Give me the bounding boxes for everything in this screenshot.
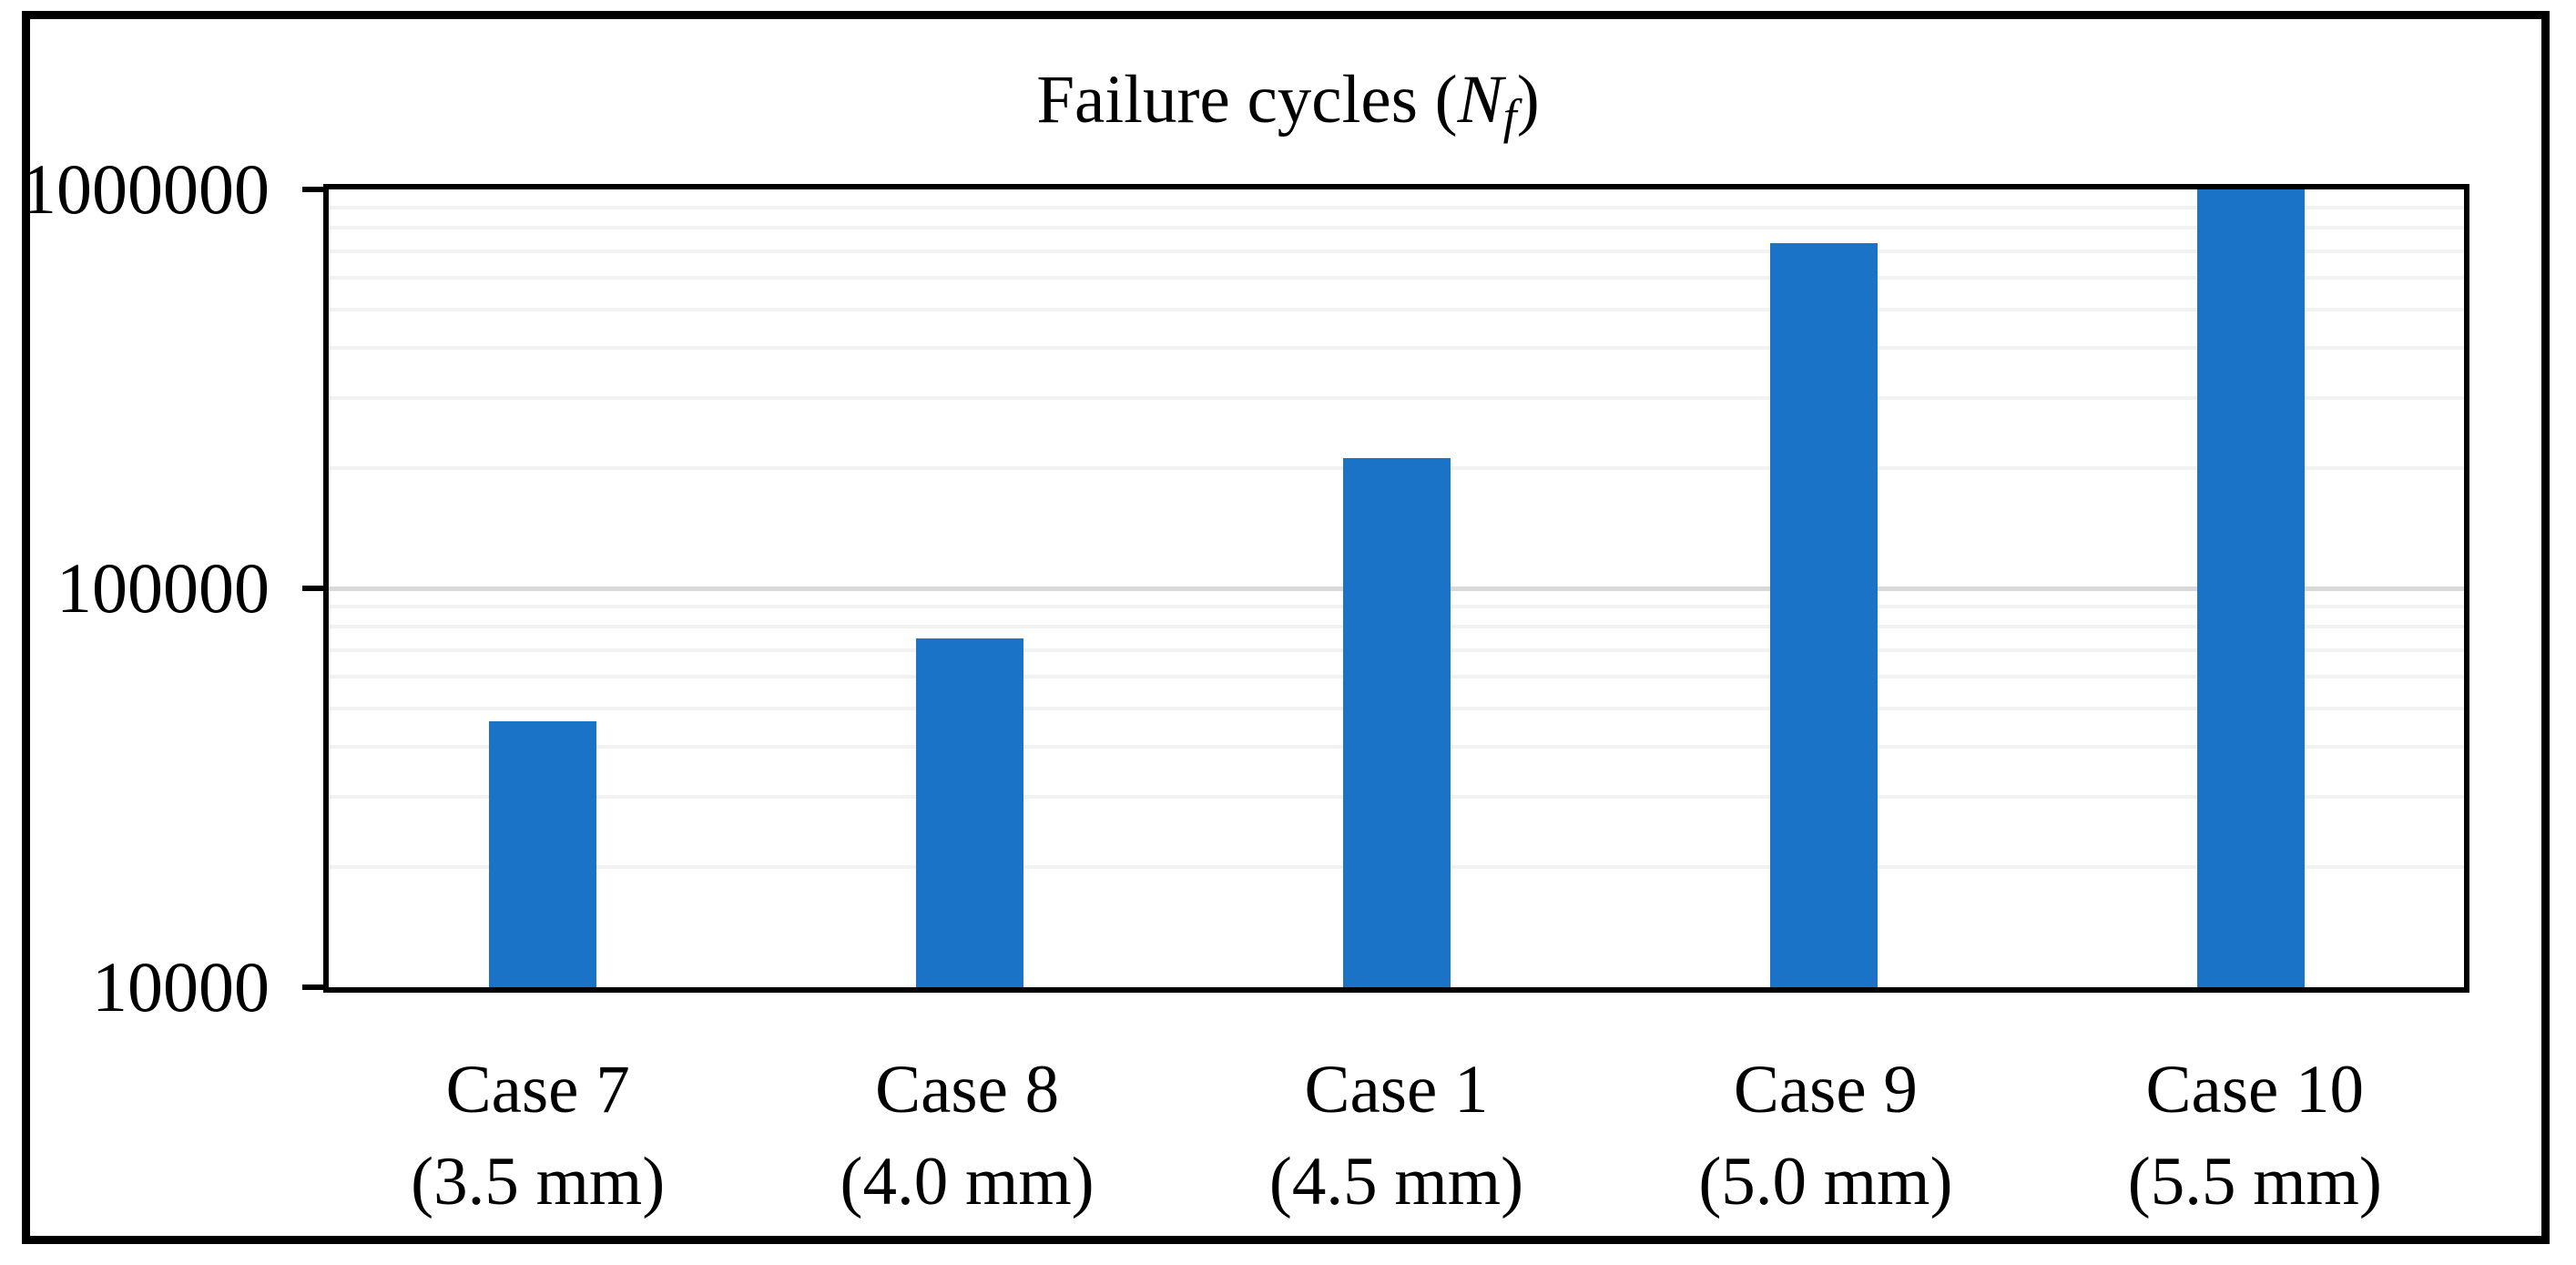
- x-category-label: Case 7 (3.5 mm): [323, 1044, 752, 1229]
- y-tick-mark: [302, 187, 324, 192]
- y-tick-mark: [302, 586, 324, 591]
- x-category-name: Case 7: [445, 1052, 630, 1127]
- minor-gridline: [329, 396, 2464, 401]
- x-category-sublabel: (4.5 mm): [1268, 1144, 1524, 1220]
- figure-border: [22, 11, 2550, 1244]
- x-category-sublabel: (4.0 mm): [840, 1144, 1095, 1220]
- y-tick-label: 1000000: [21, 149, 270, 229]
- bar-case-1: [1342, 458, 1451, 987]
- y-tick-label: 100000: [56, 548, 270, 627]
- x-category-label: Case 1 (4.5 mm): [1182, 1044, 1611, 1229]
- plot-area: [323, 184, 2469, 993]
- x-category-label: Case 10 (5.5 mm): [2041, 1044, 2469, 1229]
- x-category-name: Case 10: [2145, 1052, 2365, 1127]
- bar-case-8: [915, 638, 1023, 987]
- minor-gridline: [329, 226, 2464, 230]
- minor-gridline: [329, 346, 2464, 351]
- x-category-name: Case 9: [1733, 1052, 1918, 1127]
- minor-gridline: [329, 276, 2464, 281]
- y-tick-label: 10000: [92, 947, 270, 1026]
- bar-case-9: [1769, 243, 1878, 987]
- chart-title-text: Failure cycles (: [1036, 62, 1458, 138]
- bar-case-10: [2196, 189, 2305, 987]
- chart-title: Failure cycles (Nf): [0, 66, 2576, 141]
- x-category-label: Case 8 (4.0 mm): [753, 1044, 1182, 1229]
- x-category-name: Case 8: [875, 1052, 1060, 1127]
- minor-gridline: [329, 307, 2464, 311]
- chart-title-subscript: f: [1502, 88, 1517, 144]
- minor-gridline: [329, 249, 2464, 253]
- y-tick-mark: [302, 984, 324, 990]
- x-category-name: Case 1: [1304, 1052, 1489, 1127]
- x-category-sublabel: (3.5 mm): [411, 1144, 666, 1220]
- minor-gridline: [329, 206, 2464, 210]
- x-category-label: Case 9 (5.0 mm): [1611, 1044, 2040, 1229]
- x-category-sublabel: (5.0 mm): [1698, 1144, 1953, 1220]
- chart-title-variable: N: [1457, 62, 1503, 138]
- x-category-sublabel: (5.5 mm): [2127, 1144, 2382, 1220]
- chart-title-suffix: ): [1516, 62, 1540, 138]
- bar-case-7: [488, 720, 596, 987]
